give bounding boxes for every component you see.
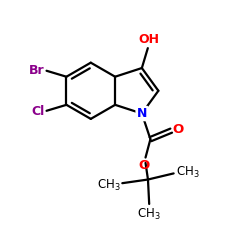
Text: OH: OH xyxy=(138,33,160,46)
Text: CH$_3$: CH$_3$ xyxy=(97,178,120,193)
Text: N: N xyxy=(137,107,147,120)
Text: O: O xyxy=(138,159,149,172)
Text: Br: Br xyxy=(29,64,44,77)
Text: Cl: Cl xyxy=(31,105,44,118)
Text: O: O xyxy=(173,123,184,136)
Text: CH$_3$: CH$_3$ xyxy=(176,165,199,180)
Text: CH$_3$: CH$_3$ xyxy=(137,206,161,222)
